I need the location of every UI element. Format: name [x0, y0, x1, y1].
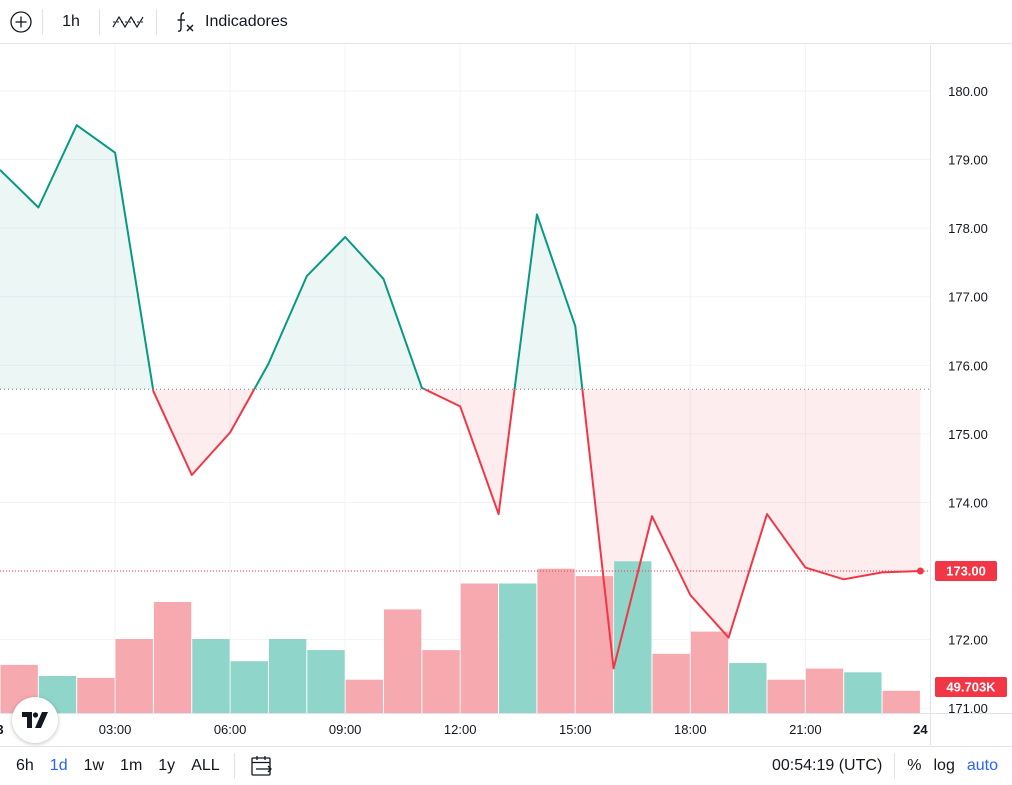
volume-bar: [268, 639, 307, 713]
volume-bar: [690, 631, 729, 713]
top-toolbar: 1h Indicadores: [0, 0, 1012, 44]
volume-bar: [422, 650, 460, 713]
volume-bar: [77, 677, 115, 713]
time-tick-label: 3: [0, 722, 4, 737]
chart-style-button[interactable]: [100, 0, 156, 44]
line-chart-style-icon: [112, 15, 144, 28]
bottom-toolbar: 6h 1d 1w 1m 1y ALL 00:54:19 (UTC) % log …: [0, 746, 1012, 785]
log-scale-button[interactable]: log: [928, 747, 961, 785]
volume-bar: [345, 679, 383, 713]
range-1w-label: 1w: [83, 757, 105, 774]
range-1m-button[interactable]: 1m: [112, 747, 150, 785]
log-label: log: [933, 757, 955, 774]
price-tick-label: 175.00: [948, 427, 988, 442]
volume-bar: [882, 690, 920, 713]
tradingview-logo-icon: [22, 712, 48, 728]
price-lines: [0, 124, 921, 670]
tradingview-logo[interactable]: [12, 697, 58, 743]
range-1m-label: 1m: [120, 757, 143, 774]
clock-button[interactable]: 00:54:19 (UTC): [760, 747, 894, 785]
volume-bar: [805, 668, 844, 713]
price-tick-label: 174.00: [948, 495, 988, 510]
volume-bar: [729, 663, 767, 713]
time-tick-label: 18:00: [674, 722, 707, 737]
volume-bar: [614, 561, 652, 713]
time-axis[interactable]: 3 03:00 06:00 09:00 12:00 15:00 18:00 21:00 24: [0, 722, 928, 737]
last-volume-label-bg: [935, 677, 1007, 697]
time-tick-label: 03:00: [99, 722, 132, 737]
area-fills: [0, 125, 921, 669]
down-area-fill: [153, 389, 921, 669]
range-1w-button[interactable]: 1w: [76, 747, 112, 785]
range-6h-label: 6h: [16, 757, 34, 774]
volume-bar: [384, 609, 422, 713]
interval-label: 1h: [62, 12, 80, 30]
time-tick-label: 12:00: [444, 722, 477, 737]
price-tick-label: 180.00: [948, 84, 988, 99]
price-line-below-baseline: [152, 389, 921, 670]
volume-bar: [230, 661, 268, 713]
last-price-label: 173.00: [946, 564, 986, 579]
time-tick-label: 15:00: [559, 722, 592, 737]
price-tick-label: 171.00: [948, 701, 988, 716]
fx-icon: [177, 11, 194, 32]
volume-bars: [0, 561, 920, 713]
range-all-button[interactable]: ALL: [183, 747, 227, 785]
percent-label: %: [907, 757, 922, 774]
add-symbol-button[interactable]: [0, 0, 42, 44]
volume-bar: [153, 602, 192, 713]
price-tick-label: 178.00: [948, 221, 988, 236]
axis-labels: 173.00 49.703K: [935, 561, 1007, 697]
indicators-label: Indicadores: [205, 12, 288, 30]
auto-label: auto: [966, 757, 998, 774]
toolbar-divider: [156, 8, 157, 35]
volume-bar: [460, 583, 499, 713]
interval-button[interactable]: 1h: [43, 0, 99, 44]
date-range-button[interactable]: [241, 747, 283, 785]
volume-bar: [844, 672, 882, 713]
range-6h-button[interactable]: 6h: [8, 747, 42, 785]
range-1y-button[interactable]: 1y: [150, 747, 183, 785]
plus-circle-icon: [10, 10, 32, 33]
volume-bar: [192, 639, 230, 713]
time-tick-label: 09:00: [329, 722, 362, 737]
toolbar-divider: [42, 8, 43, 35]
percent-scale-button[interactable]: %: [895, 747, 927, 785]
clock-label: 00:54:19 (UTC): [772, 757, 883, 774]
last-volume-label: 49.703K: [946, 680, 996, 695]
price-tick-label: 177.00: [948, 290, 988, 305]
range-1y-label: 1y: [158, 757, 176, 774]
time-tick-label: 21:00: [789, 722, 822, 737]
volume-bar: [499, 583, 537, 713]
range-1d-label: 1d: [49, 757, 68, 774]
chart-area[interactable]: 180.00 179.00 178.00 177.00 176.00 175.00 174.…: [0, 45, 1012, 745]
price-overlays: [0, 388, 930, 575]
range-1d-button[interactable]: 1d: [42, 747, 76, 785]
toolbar-divider: [99, 8, 100, 35]
last-price-label-bg: [935, 561, 997, 582]
auto-scale-button[interactable]: auto: [961, 747, 1012, 785]
bottom-divider: [894, 753, 896, 779]
time-tick-label: 06:00: [214, 722, 247, 737]
volume-bar: [575, 576, 614, 713]
price-axis[interactable]: 180.00 179.00 178.00 177.00 176.00 175.00 174.…: [948, 84, 988, 716]
volume-bar: [767, 679, 805, 713]
bottom-divider: [233, 753, 235, 779]
volume-bar: [537, 568, 575, 713]
up-area-fill: [0, 125, 921, 390]
volume-bar: [652, 653, 690, 713]
indicators-button[interactable]: Indicadores: [157, 0, 298, 44]
last-price-dot: [916, 567, 924, 575]
calendar-range-icon: [251, 756, 272, 776]
price-tick-label: 172.00: [948, 633, 988, 648]
volume-bar: [307, 650, 345, 713]
range-all-label: ALL: [191, 757, 220, 774]
price-tick-label: 179.00: [948, 153, 988, 168]
volume-bar: [115, 639, 153, 713]
price-chart[interactable]: 180.00 179.00 178.00 177.00 176.00 175.00 174.…: [0, 45, 1012, 745]
time-tick-label: 24: [913, 722, 928, 737]
price-tick-label: 176.00: [948, 358, 988, 373]
bottom-right-group: 00:54:19 (UTC) % log auto: [760, 747, 1012, 785]
